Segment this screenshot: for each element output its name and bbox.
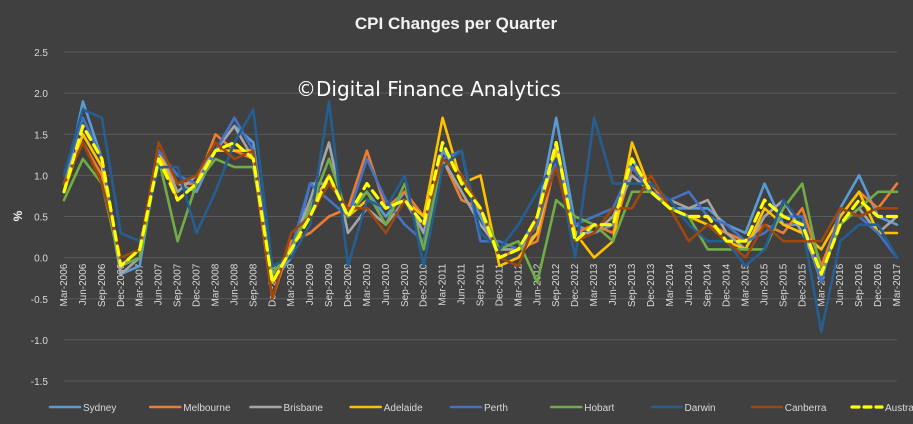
x-tick-label: Dec-2014 (722, 263, 733, 307)
y-tick-label: 1.0 (34, 171, 48, 182)
legend-label-canberra: Canberra (785, 403, 827, 414)
series-line-darwin (62, 100, 899, 333)
x-tick-label: Dec-2012 (570, 263, 581, 307)
x-tick-label: Mar-2015 (741, 263, 752, 306)
y-tick-label: -0.5 (31, 295, 49, 306)
chart-title: CPI Changes per Quarter (355, 14, 558, 33)
watermark-text: ©Digital Finance Analytics (296, 77, 561, 101)
x-tick-label: Jun-2015 (759, 263, 770, 305)
x-tick-label: Mar-2014 (665, 263, 676, 306)
x-tick-label: Jun-2008 (229, 263, 240, 305)
x-tick-label: Jun-2012 (532, 263, 543, 305)
x-tick-label: Jun-2009 (305, 263, 316, 305)
x-tick-label: Dec-2009 (343, 263, 354, 307)
legend-label-melbourne: Melbourne (183, 403, 231, 414)
axes: 2.5 2.0 1.5 1.0 0.5 0.0 -0.5 -1.0 -1.5 Mar-2006 Ju… (31, 48, 903, 388)
series-line-brisbane (62, 124, 899, 284)
x-tick-label: Sep-2006 (97, 263, 108, 307)
x-tick-label: Dec-2007 (192, 263, 203, 307)
x-tick-label: Dec-2011 (494, 263, 505, 306)
legend-label-darwin: Darwin (685, 403, 716, 414)
y-tick-label: 0.0 (34, 254, 48, 265)
legend-label-perth: Perth (484, 403, 508, 414)
x-tick-label: Sep-2010 (400, 263, 411, 307)
y-tick-label: -1.0 (31, 336, 49, 347)
legend-label-australia: Australia (885, 403, 913, 414)
x-tick-label: Jun-2016 (835, 263, 846, 305)
x-tick-label: Jun-2014 (684, 263, 695, 305)
series-line-sydney (62, 100, 899, 284)
x-tick-label: Mar-2016 (816, 263, 827, 306)
x-tick-label: Sep-2011 (476, 263, 487, 306)
x-tick-label: Mar-2007 (135, 263, 146, 306)
x-tick-label: Sep-2012 (551, 263, 562, 307)
x-tick-label: Sep-2014 (703, 263, 714, 307)
legend-label-hobart: Hobart (584, 403, 614, 414)
y-tick-label: 1.5 (34, 130, 48, 141)
x-tick-label: Jun-2006 (78, 263, 89, 305)
series-lines (62, 100, 899, 333)
x-tick-label: Sep-2013 (627, 263, 638, 307)
x-tick-label: Mar-2013 (589, 263, 600, 306)
legend: Sydney Melbourne Brisbane Adelaide Perth Hoba… (48, 403, 913, 414)
x-tick-label: Jun-2013 (608, 263, 619, 305)
x-tick-label: Sep-2007 (173, 263, 184, 307)
x-tick-label: Mar-2017 (892, 263, 903, 306)
series-line-australia (62, 124, 899, 284)
y-axis-label: % (11, 210, 25, 221)
x-tick-label: Dec-2008 (267, 263, 278, 307)
y-tick-label: 0.5 (34, 213, 48, 224)
y-tick-label: 2.0 (34, 89, 48, 100)
x-tick-label: Sep-2015 (778, 263, 789, 307)
x-tick-label: Sep-2016 (854, 263, 865, 307)
x-tick-label: Jun-2011 (457, 263, 468, 304)
legend-label-adelaide: Adelaide (384, 403, 423, 414)
x-tick-label: Mar-2011 (438, 263, 449, 305)
legend-label-brisbane: Brisbane (284, 403, 324, 414)
x-tick-label: Dec-2006 (116, 263, 127, 307)
legend-label-sydney: Sydney (83, 403, 116, 414)
x-tick-label: Dec-2013 (646, 263, 657, 307)
x-tick-label: Mar-2006 (59, 263, 70, 306)
x-tick-label: Sep-2008 (248, 263, 259, 307)
x-tick-label: Mar-2009 (286, 263, 297, 306)
x-tick-label: Dec-2015 (797, 263, 808, 307)
x-tick-label: Mar-2012 (513, 263, 524, 306)
x-tick-label: Dec-2016 (873, 263, 884, 307)
x-tick-label: Mar-2010 (362, 263, 373, 306)
x-tick-label: Sep-2009 (324, 263, 335, 307)
x-tick-label: Jun-2007 (154, 263, 165, 305)
y-tick-label: 2.5 (34, 48, 48, 59)
x-tick-label: Jun-2010 (381, 263, 392, 305)
x-tick-label: Mar-2008 (210, 263, 221, 306)
x-tick-label: Dec-2010 (419, 263, 430, 307)
y-tick-label: -1.5 (31, 377, 49, 388)
